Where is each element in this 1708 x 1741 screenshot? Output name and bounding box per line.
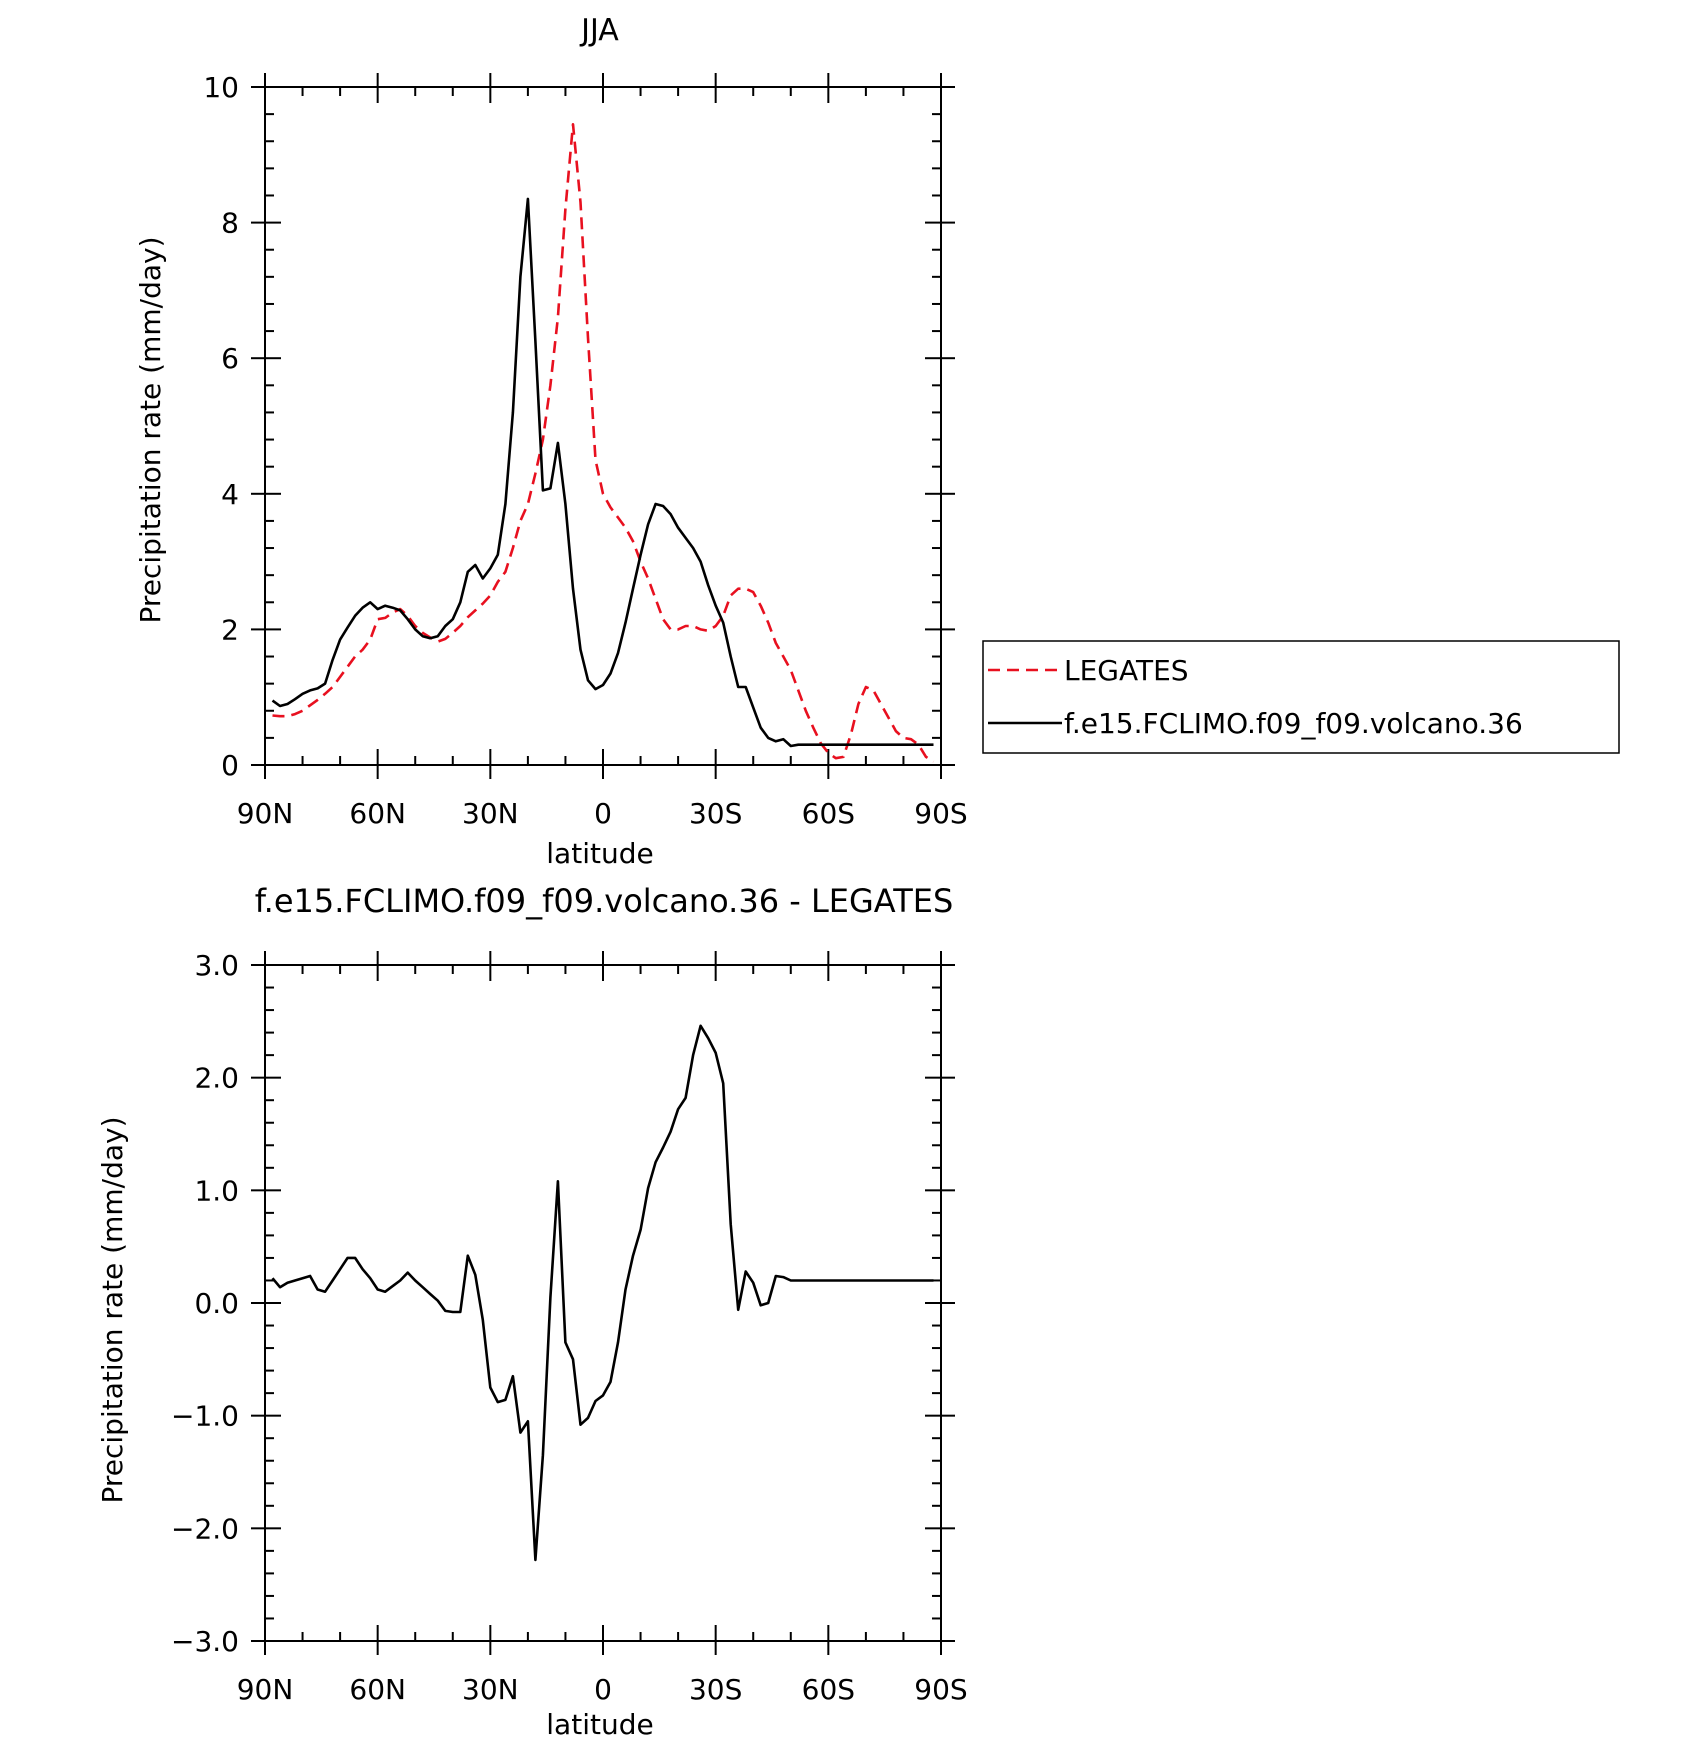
plot-frame <box>264 964 942 1642</box>
x-tick-label: 90S <box>914 797 967 830</box>
top-chart-xlabel: latitude <box>546 837 653 870</box>
bottom-chart-ylabel: Precipitation rate (mm/day) <box>96 1116 129 1503</box>
bottom-chart-series <box>271 1024 934 1562</box>
y-tick-label: 4 <box>221 478 239 511</box>
x-tick-label: 60N <box>349 797 406 830</box>
x-tick-label: 60S <box>802 797 855 830</box>
legend-model-label: f.e15.FCLIMO.f09_f09.volcano.36 <box>1064 707 1523 740</box>
y-tick-label: −3.0 <box>171 1625 239 1658</box>
top-chart-legend: LEGATES f.e15.FCLIMO.f09_f09.volcano.36 <box>982 640 1620 754</box>
x-tick-label: 0 <box>594 797 612 830</box>
series-line-0 <box>271 1024 934 1562</box>
y-tick-label: −1.0 <box>171 1400 239 1433</box>
y-tick-label: 3.0 <box>194 949 239 982</box>
bottom-chart-title: f.e15.FCLIMO.f09_f09.volcano.36 - LEGATE… <box>255 882 954 920</box>
legend-legates-label: LEGATES <box>1064 654 1189 687</box>
y-tick-label: 2 <box>221 613 239 646</box>
x-tick-label: 60S <box>802 1673 855 1706</box>
x-tick-label: 30S <box>689 1673 742 1706</box>
top-chart-series <box>271 123 935 763</box>
x-tick-label: 30N <box>462 1673 519 1706</box>
x-tick-label: 90N <box>237 797 294 830</box>
bottom-chart-axes: 90N 60N 30N 0 30S 60S 90S −3.0 −2.0 −1.0 0.0 1.0 2.0… <box>171 949 968 1706</box>
y-tick-label: 0.0 <box>194 1287 239 1320</box>
x-tick-label: 30N <box>462 797 519 830</box>
x-tick-label: 0 <box>594 1673 612 1706</box>
series-line-1 <box>271 197 934 748</box>
top-chart: JJA Precipitation rate (mm/day) latitude… <box>134 13 1620 870</box>
y-tick-label: 2.0 <box>194 1062 239 1095</box>
y-tick-label: 1.0 <box>194 1174 239 1207</box>
x-tick-label: 90N <box>237 1673 294 1706</box>
top-chart-ylabel: Precipitation rate (mm/day) <box>134 236 167 623</box>
bottom-chart-xlabel: latitude <box>546 1708 653 1741</box>
x-tick-label: 90S <box>914 1673 967 1706</box>
top-chart-title: JJA <box>579 13 619 48</box>
x-tick-label: 60N <box>349 1673 406 1706</box>
y-tick-label: 10 <box>203 71 239 104</box>
y-tick-label: 8 <box>221 207 239 240</box>
y-tick-label: −2.0 <box>171 1512 239 1545</box>
y-tick-label: 6 <box>221 342 239 375</box>
legend-box <box>982 640 1620 754</box>
bottom-chart: f.e15.FCLIMO.f09_f09.volcano.36 - LEGATE… <box>96 882 968 1741</box>
series-line-0 <box>272 123 935 763</box>
x-tick-label: 30S <box>689 797 742 830</box>
plot-frame <box>264 86 942 766</box>
top-chart-axes: 90N 60N 30N 0 30S 60S 90S 0 2 4 6 8 10 <box>203 71 967 830</box>
y-tick-label: 0 <box>221 749 239 782</box>
